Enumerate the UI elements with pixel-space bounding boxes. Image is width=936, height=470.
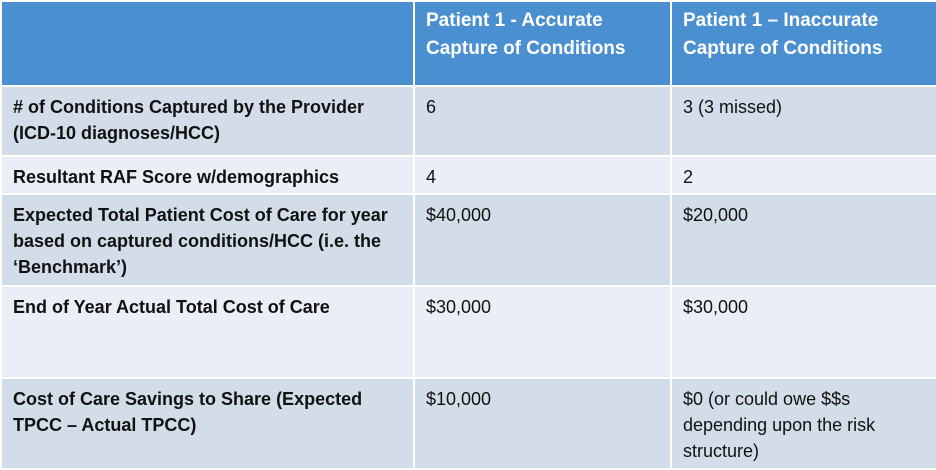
table-row: Resultant RAF Score w/demographics 4 2	[0, 155, 936, 195]
header-corner-cell	[0, 0, 415, 87]
table-row: Cost of Care Savings to Share (Expected …	[0, 377, 936, 470]
header-inaccurate: Patient 1 – Inaccurate Capture of Condit…	[670, 0, 936, 87]
inaccurate-value: 2	[670, 155, 936, 195]
table-row: # of Conditions Captured by the Provider…	[0, 85, 936, 157]
inaccurate-value: $20,000	[670, 193, 936, 287]
row-label: End of Year Actual Total Cost of Care	[0, 285, 415, 379]
inaccurate-value: $0 (or could owe $$s depending upon the …	[670, 377, 936, 470]
inaccurate-value: 3 (3 missed)	[670, 85, 936, 157]
accurate-value: $10,000	[413, 377, 672, 470]
accurate-value: $30,000	[413, 285, 672, 379]
row-label: Expected Total Patient Cost of Care for …	[0, 193, 415, 287]
header-accurate: Patient 1 - Accurate Capture of Conditio…	[413, 0, 672, 87]
table-row: End of Year Actual Total Cost of Care $3…	[0, 285, 936, 379]
table-row: Expected Total Patient Cost of Care for …	[0, 193, 936, 287]
row-label: Cost of Care Savings to Share (Expected …	[0, 377, 415, 470]
accurate-value: 4	[413, 155, 672, 195]
header-row: Patient 1 - Accurate Capture of Conditio…	[0, 0, 936, 87]
row-label: # of Conditions Captured by the Provider…	[0, 85, 415, 157]
inaccurate-value: $30,000	[670, 285, 936, 379]
accurate-value: 6	[413, 85, 672, 157]
accurate-value: $40,000	[413, 193, 672, 287]
row-label: Resultant RAF Score w/demographics	[0, 155, 415, 195]
